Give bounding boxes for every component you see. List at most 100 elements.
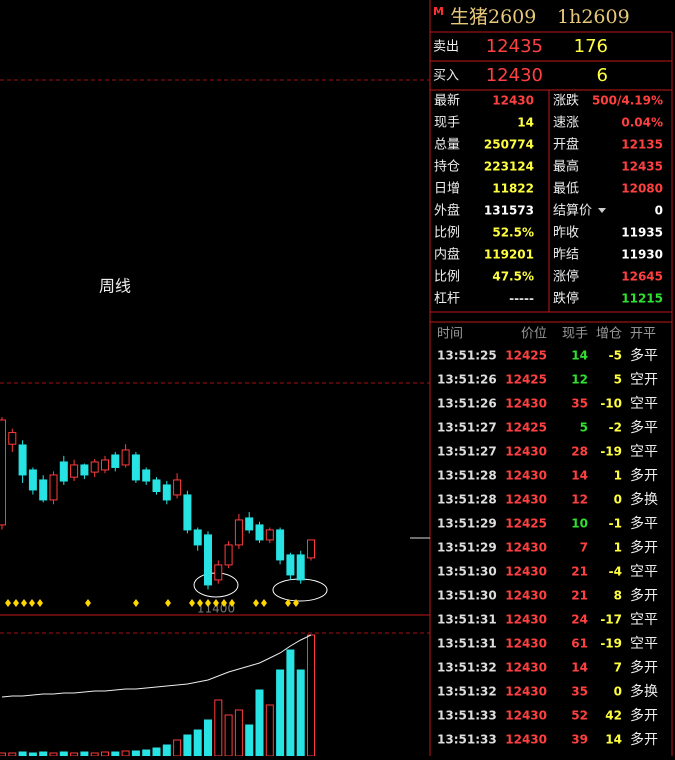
stat-value: 12430 [492,94,534,108]
trade-volume: 12 [571,493,588,507]
trade-time: 13:51:28 [437,493,497,507]
volume-bar [255,689,264,757]
trade-volume: 14 [571,661,588,675]
volume-bar [111,751,120,757]
volume-bar [39,751,48,757]
stat-value: ----- [509,292,534,306]
trade-price: 12430 [505,661,547,675]
trade-volume: 5 [580,421,588,435]
trade-time: 13:51:29 [437,541,497,555]
sell-volume: 176 [574,36,608,57]
trade-price: 12430 [505,637,547,651]
trade-volume: 10 [571,517,588,531]
stat-label: 最低 [553,182,579,197]
volume-bar [204,719,212,757]
candle-body [173,479,182,496]
trade-volume: 14 [571,349,588,363]
stat-value: 223124 [484,160,534,174]
trade-time: 13:51:30 [437,565,497,579]
trade-change: 1 [614,469,622,483]
candle-body [90,461,99,473]
trade-type: 空平 [630,444,658,460]
signal [13,599,19,607]
volume-bar [276,669,285,757]
trade-change: 0 [614,493,622,507]
signal [293,599,299,607]
trade-type: 空开 [630,372,658,388]
trade-type: 空平 [630,564,658,580]
trade-volume: 39 [571,733,588,747]
buy-volume: 6 [597,65,608,86]
signal [29,599,35,607]
stat-value: 11215 [621,292,663,306]
trade-change: 0 [614,685,622,699]
code: 1h2609 [557,6,630,28]
trade-volume: 28 [571,445,588,459]
trade-price: 12430 [505,709,547,723]
trade-type: 多换 [630,491,658,508]
volume-bar [80,751,89,757]
trade-price: 12425 [505,373,547,387]
candle-body [276,529,285,561]
signal [133,599,139,607]
signal [213,599,219,607]
trade-change: 42 [605,709,622,723]
trade-change: 7 [614,661,622,675]
volume-bar [224,714,233,757]
signal [285,599,291,607]
trade-time: 13:51:32 [437,661,497,675]
volume-bar [265,704,274,757]
candle-body [214,564,223,581]
volume-bar [142,749,151,757]
volume-bar [121,750,130,757]
stat-value: 11935 [621,226,663,240]
trade-price: 12425 [505,517,547,531]
volume-bar [173,739,182,757]
quote-panel: M 生猪2609 1h2609 卖出 12435 176 买入 12430 6 [430,5,673,756]
trade-price: 12425 [505,421,547,435]
stat-label: 比例 [434,226,460,241]
candle-body [162,484,171,501]
trade-time: 13:51:28 [437,469,497,483]
stat-label: 涨停 [553,269,579,285]
trade-type: 多开 [630,707,658,724]
trade-type: 多平 [630,419,658,436]
column-header: 开平 [630,327,656,342]
trade-change: -17 [600,613,622,627]
stat-value: 12135 [621,138,663,152]
volume-bar [59,751,68,757]
buy-label: 买入 [433,69,459,84]
open-interest-line [1,634,312,698]
candle-body [245,517,254,531]
column-header: 增仓 [596,327,622,342]
stat-value: 250774 [484,138,534,152]
trade-volume: 7 [580,541,588,555]
trade-volume: 35 [571,397,588,411]
candle-body [286,554,295,576]
trade-change: -2 [609,421,622,435]
trade-type: 多开 [630,587,658,604]
sell-price: 12435 [486,36,543,57]
stat-label: 比例 [434,270,460,285]
candle-body [39,479,48,501]
stat-label: 结算价 [553,204,592,219]
stat-label: 昨结 [553,248,579,263]
trade-type: 多平 [630,347,658,364]
volume-bar [286,649,295,757]
volume-bar [307,634,315,757]
trade-change: 5 [614,373,622,387]
trade-volume: 24 [571,613,588,627]
trade-type: 空平 [630,396,658,412]
trade-type: 多开 [630,659,658,676]
trade-time: 13:51:26 [437,397,497,411]
stat-value: 14 [517,116,534,130]
sell-label: 卖出 [433,40,459,55]
signal [197,599,203,607]
trade-volume: 61 [571,637,588,651]
signal [205,599,211,607]
candle-body [49,474,58,501]
signal [37,599,43,607]
volume-bar [18,751,27,757]
trade-change: -19 [600,445,622,459]
